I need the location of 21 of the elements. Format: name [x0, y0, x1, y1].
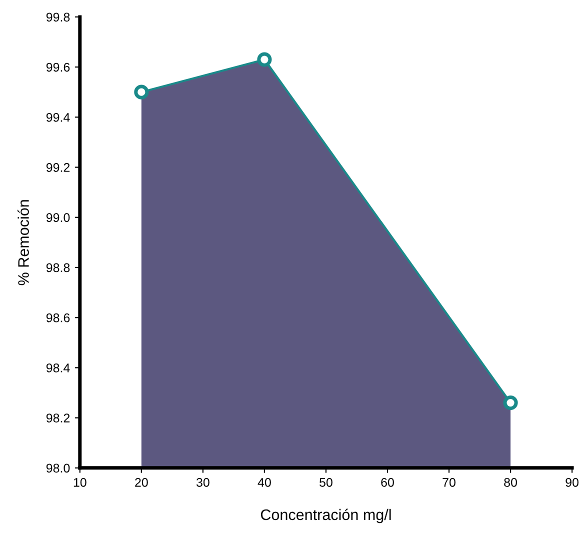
- y-tick-label: 99.8: [46, 12, 70, 22]
- x-tick-label: 60: [381, 478, 394, 487]
- x-axis-title: Concentración mg/l: [260, 508, 391, 524]
- y-tick-label: 98.2: [46, 414, 70, 422]
- y-tick-label: 98.8: [46, 263, 70, 272]
- x-tick-label: 40: [258, 478, 271, 487]
- x-tick-label: 80: [504, 478, 517, 487]
- y-tick-label: 99.2: [46, 163, 70, 172]
- y-tick-label: 98.0: [46, 464, 70, 473]
- x-tick-label: 70: [442, 478, 456, 487]
- y-tick-label: 99.6: [46, 62, 70, 72]
- y-tick-label: 99.0: [46, 213, 70, 222]
- y-tick-label: 98.6: [46, 313, 70, 322]
- y-tick-label: 99.4: [46, 112, 70, 122]
- x-tick-label: 50: [320, 478, 332, 487]
- y-axis-title: % Remoción: [18, 200, 29, 286]
- x-tick-label: 30: [196, 478, 210, 487]
- x-tick-label: 10: [74, 478, 86, 487]
- y-tick-label: 98.4: [46, 364, 70, 372]
- x-tick-label: 20: [135, 478, 148, 487]
- x-tick-label: 90: [566, 478, 579, 487]
